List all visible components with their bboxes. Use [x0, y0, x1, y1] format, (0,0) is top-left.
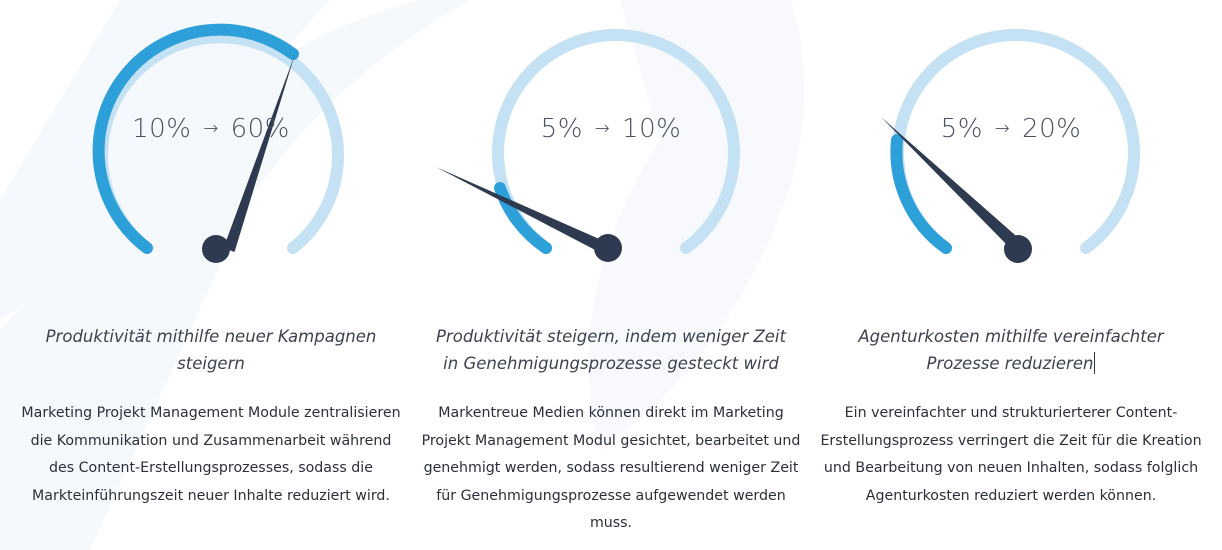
gauge-value: 10% → 60% — [11, 114, 411, 144]
feature-heading: Produktivität mithilfe neuer Kampagnen s… — [45, 327, 377, 373]
arrow-right-icon: → — [203, 118, 219, 139]
gauge-dial — [881, 29, 1140, 263]
feature-column-approval-processes: 5% → 10% Produktivität steigern, indem w… — [411, 0, 811, 550]
gauge-value-to: 60% — [230, 114, 290, 144]
arrow-right-icon: → — [594, 118, 611, 139]
gauge-arc-progress — [92, 23, 299, 254]
arrow-right-icon: → — [994, 118, 1011, 139]
feature-heading: Produktivität steigern, indem weniger Ze… — [435, 327, 786, 373]
feature-description: Ein vereinfachter und strukturierterer C… — [820, 405, 1202, 504]
gauge-dial — [436, 29, 740, 262]
gauge-pivot — [594, 234, 622, 262]
gauge-arc-background — [492, 29, 740, 254]
gauge-value-from: 5% — [940, 114, 983, 144]
gauge: 10% → 60% — [11, 0, 411, 300]
gauge-needle — [223, 54, 295, 252]
gauge-value-to: 20% — [1022, 114, 1082, 144]
gauge-needle — [436, 167, 606, 253]
gauge-value: 5% → 20% — [811, 114, 1211, 144]
feature-heading-text: Agenturkosten mithilfe vereinfachter Pro… — [858, 327, 1164, 373]
gauge: 5% → 20% — [811, 0, 1211, 300]
gauge-arc-progress — [890, 134, 952, 254]
gauge-value: 5% → 10% — [411, 114, 811, 144]
feature-column-agency-costs: 5% → 20% Agenturkosten mithilfe vereinfa… — [811, 0, 1211, 550]
gauge-dial — [92, 23, 344, 263]
gauge-pivot — [1004, 235, 1032, 263]
gauge-value-from: 10% — [132, 114, 192, 144]
gauge-arc-progress — [494, 182, 552, 254]
feature-heading[interactable]: Agenturkosten mithilfe vereinfachter Pro… — [831, 323, 1191, 377]
gauge-needle — [881, 117, 1023, 251]
feature-description: Marketing Projekt Management Module zent… — [21, 405, 401, 504]
text-cursor — [1094, 352, 1096, 374]
feature-column-productivity-campaigns: 10% → 60% Produktivität mithilfe neuer K… — [11, 0, 411, 550]
gauge-pivot — [202, 235, 230, 263]
gauge: 5% → 10% — [411, 0, 811, 300]
gauge-value-from: 5% — [540, 114, 583, 144]
feature-description: Markentreue Medien können direkt im Mark… — [421, 405, 801, 531]
gauge-value-to: 10% — [622, 114, 682, 144]
